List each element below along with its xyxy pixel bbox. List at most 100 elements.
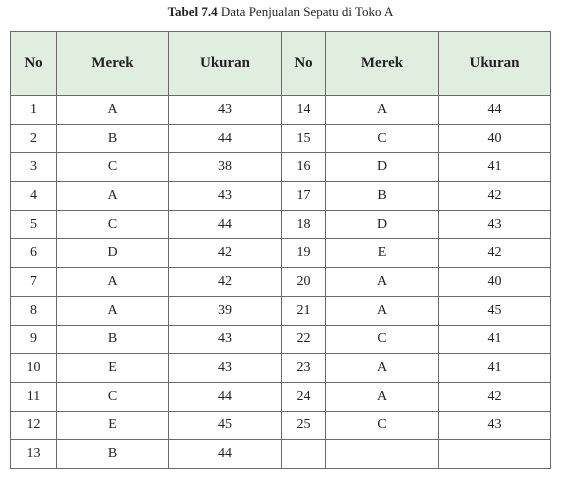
table-cell: 21 [281, 295, 326, 326]
table-cell: A [56, 95, 169, 125]
table-cell: 43 [168, 181, 282, 211]
table-cell: B [56, 439, 169, 469]
table-row: 7 A 42 20 A 40 [10, 267, 551, 297]
table-cell: 4 [10, 181, 57, 211]
table-cell: 13 [10, 439, 57, 469]
table-cell: A [325, 267, 439, 297]
table-cell: A [325, 353, 439, 383]
table-cell: C [56, 381, 169, 412]
table-cell: 18 [281, 209, 326, 240]
table-row: 6 D 42 19 E 42 [10, 238, 551, 269]
header-row: No Merek Ukuran No Merek Ukuran [10, 31, 551, 96]
empty-cell [438, 439, 551, 469]
table-row: 5 C 44 18 D 43 [10, 209, 551, 240]
table-cell: E [56, 410, 169, 441]
table-cell: 8 [10, 295, 57, 326]
table-cell: 45 [168, 410, 282, 441]
table-cell: 41 [438, 152, 551, 183]
column-header: Merek [325, 31, 439, 96]
table-row: 4 A 43 17 B 42 [10, 181, 551, 211]
table-cell: D [56, 238, 169, 269]
data-table: No Merek Ukuran No Merek Ukuran 1 A 43 14 A 44 2 B 44… [10, 31, 551, 469]
table-cell: 40 [438, 267, 551, 297]
table-cell: 16 [281, 152, 326, 183]
table-cell: 43 [438, 209, 551, 240]
table-cell: 44 [168, 439, 282, 469]
table-cell: 20 [281, 267, 326, 297]
table-cell: 25 [281, 410, 326, 441]
table-cell: 41 [438, 324, 551, 355]
table-cell: A [325, 295, 439, 326]
table-cell: 3 [10, 152, 57, 183]
table-cell: 42 [438, 181, 551, 211]
table-cell: 44 [438, 95, 551, 125]
table-cell: 43 [438, 410, 551, 441]
table-body: 1 A 43 14 A 44 2 B 44 15 C 40 3 C 38 16 D 41 4 A 43 17 B 42 5 C 44… [10, 95, 551, 469]
table-cell: 45 [438, 295, 551, 326]
table-cell: C [325, 410, 439, 441]
table-caption: Tabel 7.4 Data Penjualan Sepatu di Toko … [0, 4, 561, 20]
table-cell: 42 [438, 238, 551, 269]
table-cell: 9 [10, 324, 57, 355]
caption-label: Tabel 7.4 [167, 4, 218, 19]
empty-cell [281, 439, 326, 469]
table-cell: B [56, 324, 169, 355]
table-cell: 40 [438, 123, 551, 154]
table-cell: 42 [168, 267, 282, 297]
table-cell: 44 [168, 381, 282, 412]
column-header: Ukuran [438, 31, 551, 96]
table-row: 8 A 39 21 A 45 [10, 295, 551, 326]
column-header: Merek [56, 31, 169, 96]
table-cell: 41 [438, 353, 551, 383]
table-cell: B [325, 181, 439, 211]
table-cell: 2 [10, 123, 57, 154]
table-cell: 44 [168, 123, 282, 154]
column-header: No [10, 31, 57, 96]
table-row: 13 B 44 [10, 439, 551, 469]
table-cell: E [325, 238, 439, 269]
table-cell: C [56, 209, 169, 240]
table-cell: 19 [281, 238, 326, 269]
table-cell: B [56, 123, 169, 154]
table-row: 10 E 43 23 A 41 [10, 353, 551, 383]
table-cell: D [325, 152, 439, 183]
column-header: No [281, 31, 326, 96]
table-cell: 17 [281, 181, 326, 211]
caption-text: Data Penjualan Sepatu di Toko A [220, 4, 394, 19]
table-cell: 11 [10, 381, 57, 412]
column-header: Ukuran [168, 31, 282, 96]
table-cell: 1 [10, 95, 57, 125]
table-cell: 42 [168, 238, 282, 269]
table-cell: 43 [168, 95, 282, 125]
table-cell: A [56, 295, 169, 326]
table-cell: A [56, 181, 169, 211]
table-cell: C [325, 123, 439, 154]
empty-cell [325, 439, 439, 469]
table-cell: 7 [10, 267, 57, 297]
table-cell: E [56, 353, 169, 383]
table-cell: 39 [168, 295, 282, 326]
table-cell: C [325, 324, 439, 355]
table-cell: 5 [10, 209, 57, 240]
table-cell: 6 [10, 238, 57, 269]
table-cell: 10 [10, 353, 57, 383]
table-cell: 44 [168, 209, 282, 240]
table-row: 1 A 43 14 A 44 [10, 95, 551, 125]
table-cell: 24 [281, 381, 326, 412]
table-row: 3 C 38 16 D 41 [10, 152, 551, 183]
table-cell: A [325, 381, 439, 412]
table-cell: 22 [281, 324, 326, 355]
table-cell: A [56, 267, 169, 297]
table-cell: C [56, 152, 169, 183]
table-cell: A [325, 95, 439, 125]
table-cell: 43 [168, 353, 282, 383]
table-cell: 23 [281, 353, 326, 383]
table-row: 12 E 45 25 C 43 [10, 410, 551, 441]
table-cell: 15 [281, 123, 326, 154]
table-cell: 42 [438, 381, 551, 412]
table-cell: 38 [168, 152, 282, 183]
table-cell: D [325, 209, 439, 240]
table-cell: 12 [10, 410, 57, 441]
table-row: 11 C 44 24 A 42 [10, 381, 551, 412]
